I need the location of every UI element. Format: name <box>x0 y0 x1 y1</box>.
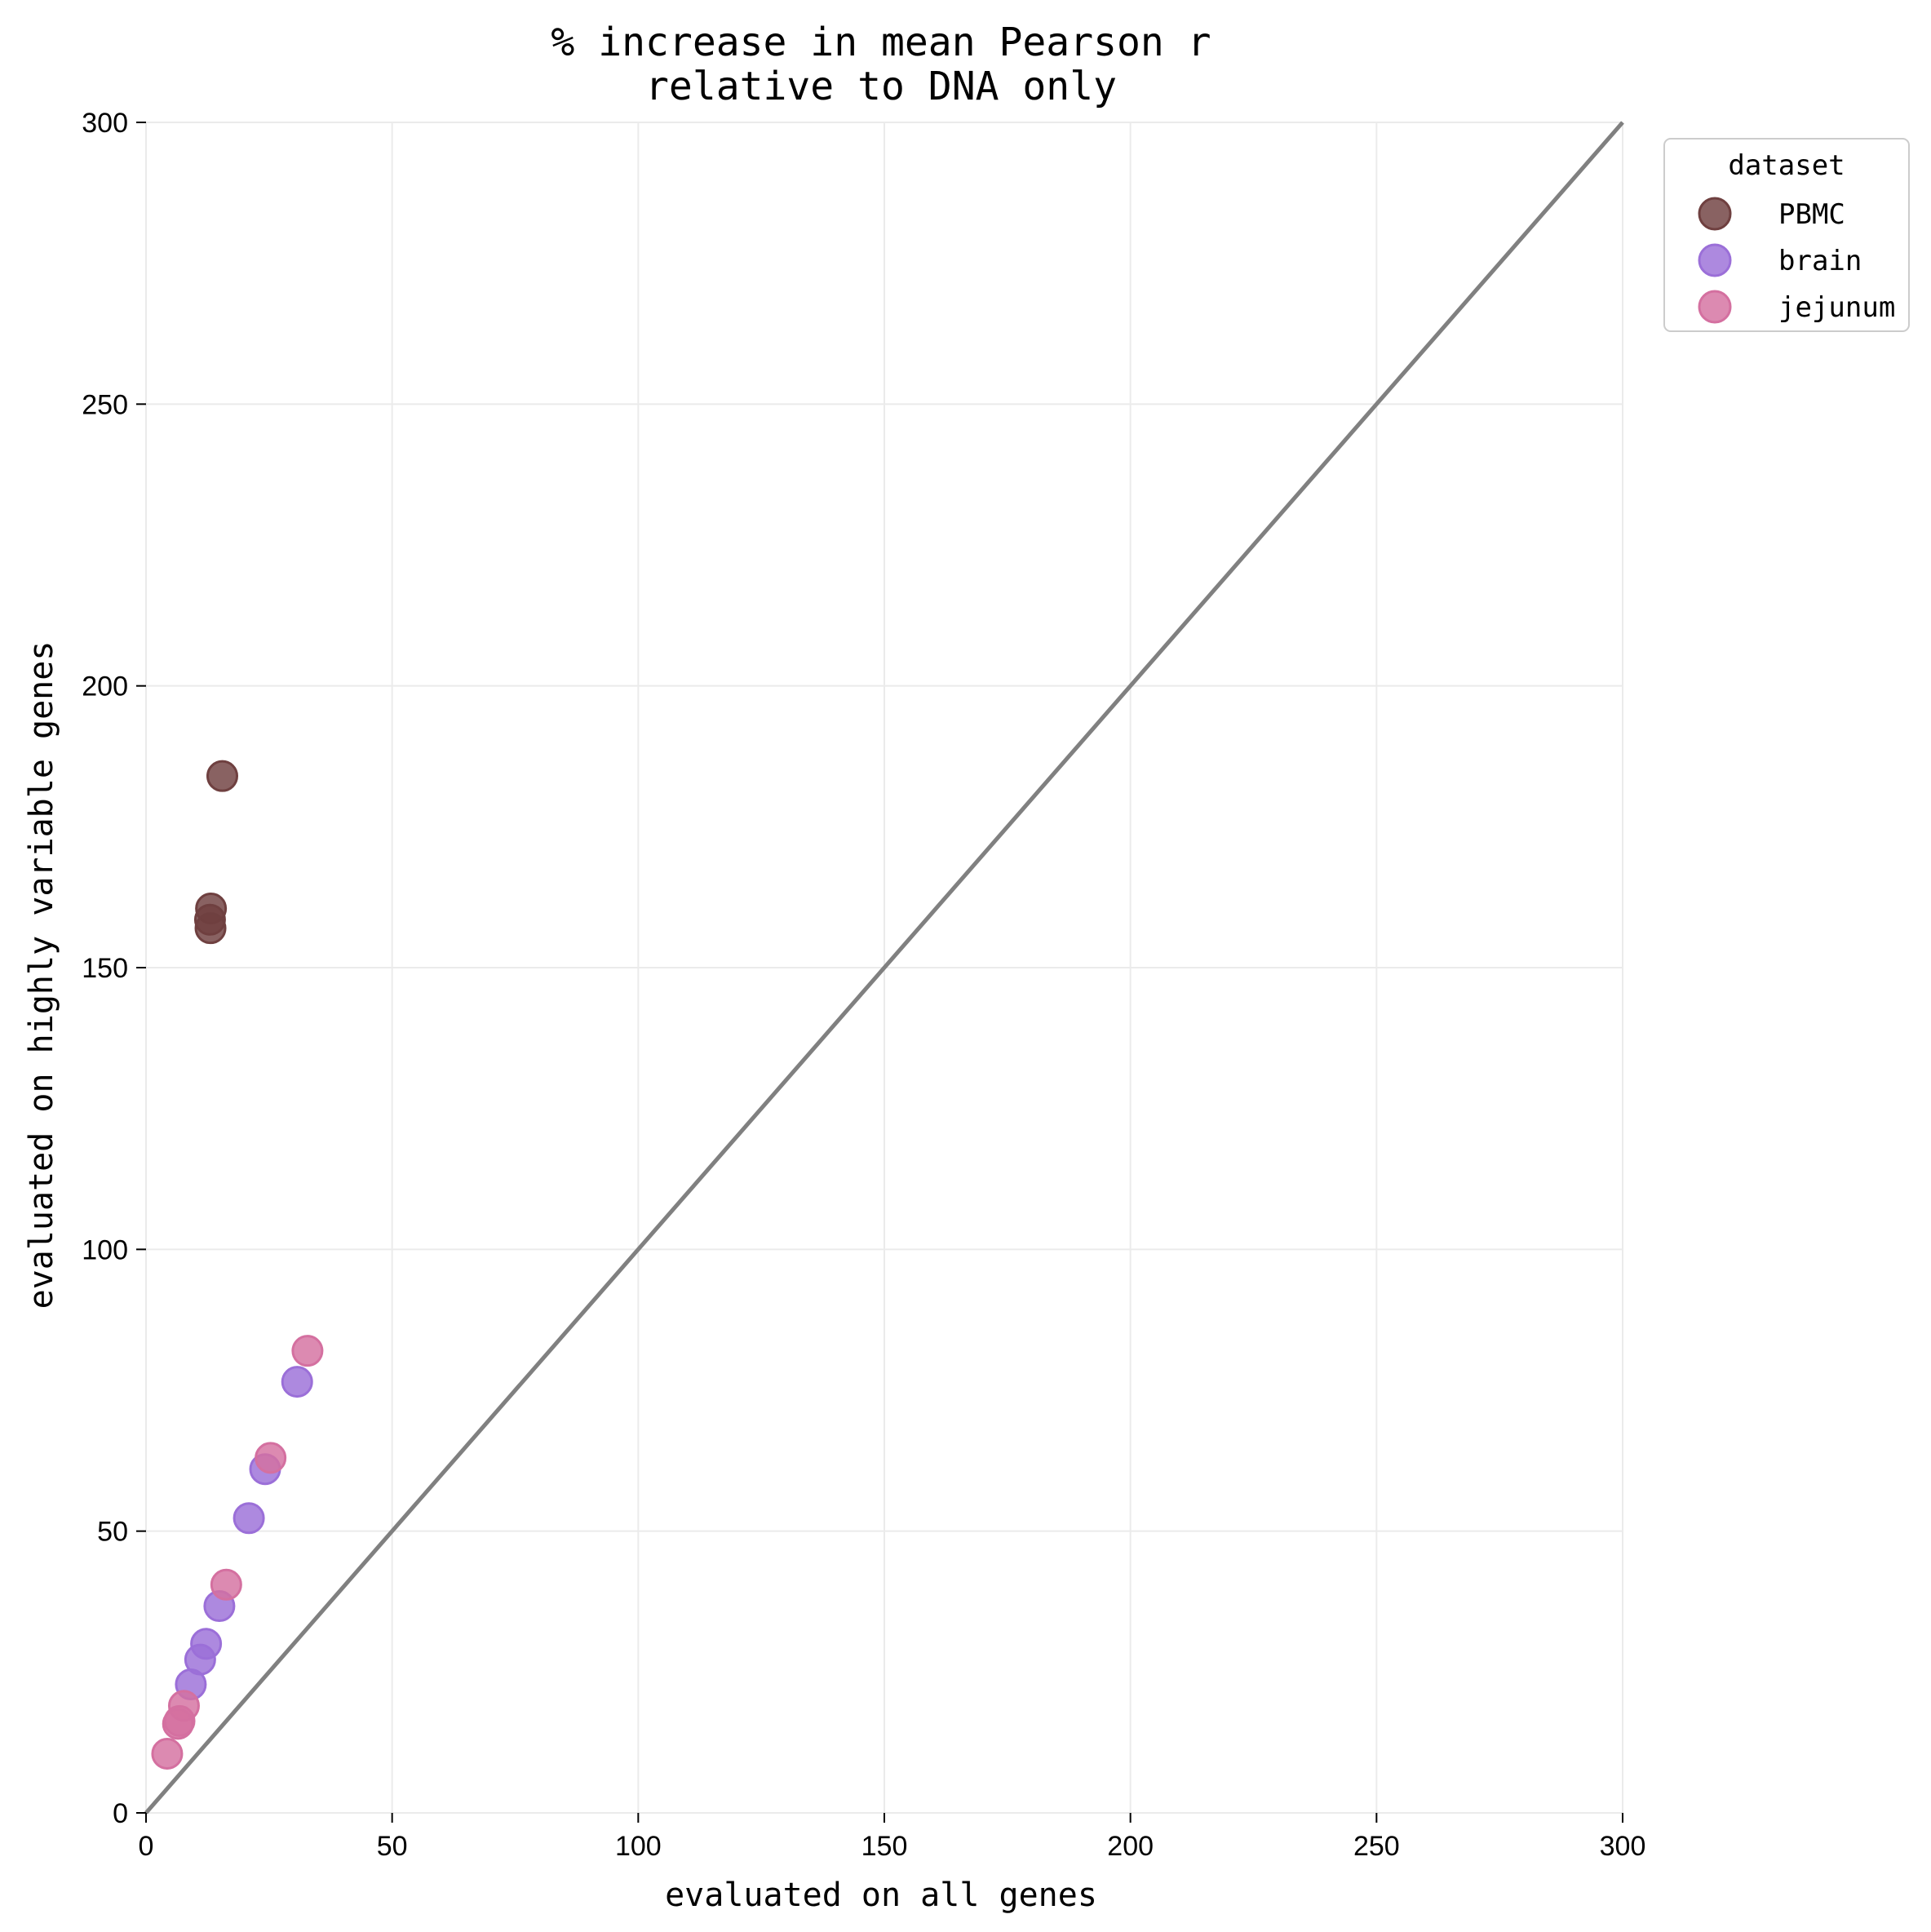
chart-title-line-2: relative to DNA only <box>645 64 1117 109</box>
reference-line-group <box>144 121 1624 1815</box>
data-point <box>233 1502 265 1535</box>
series-jejunum <box>151 1335 324 1770</box>
x-tick-label: 0 <box>139 1831 154 1862</box>
data-point <box>291 1335 324 1367</box>
data-point <box>194 912 227 945</box>
legend-label-pbmc: PBMC <box>1778 198 1845 231</box>
data-point <box>255 1442 287 1474</box>
chart-title-line-1: % increase in mean Pearson r <box>551 20 1211 65</box>
axis-ticks: 0 50 100 150 200 250 300 0 50 100 150 200 250 300 <box>82 108 1645 1862</box>
y-tick-label: 250 <box>82 389 128 420</box>
y-axis-label: evaluated on highly variable genes <box>23 641 60 1309</box>
x-tick-label: 200 <box>1107 1831 1154 1862</box>
y-tick-label: 200 <box>82 671 128 702</box>
x-tick-label: 50 <box>377 1831 408 1862</box>
x-tick-label: 150 <box>861 1831 908 1862</box>
y-tick-label: 50 <box>97 1517 128 1548</box>
x-tick-label: 250 <box>1353 1831 1400 1862</box>
data-point <box>206 760 239 792</box>
y-tick-label: 300 <box>82 108 128 139</box>
data-point <box>210 1568 242 1601</box>
data-point <box>281 1366 313 1398</box>
series-pbmc <box>193 760 239 945</box>
legend-marker-jejunum <box>1698 290 1732 324</box>
y-tick-label: 0 <box>113 1798 128 1829</box>
chart-title: % increase in mean Pearson r relative to… <box>551 20 1211 109</box>
identity-line <box>144 121 1624 1815</box>
y-tick-label: 150 <box>82 953 128 984</box>
legend-marker-pbmc <box>1698 197 1732 231</box>
legend-title: dataset <box>1728 149 1845 182</box>
x-tick-label: 100 <box>615 1831 662 1862</box>
legend-label-jejunum: jejunum <box>1778 291 1895 324</box>
x-axis-label: evaluated on all genes <box>665 1877 1097 1914</box>
legend: dataset PBMC brain jejunum <box>1663 138 1910 332</box>
legend-label-brain: brain <box>1778 245 1862 277</box>
data-point <box>162 1708 194 1740</box>
y-tick-label: 100 <box>82 1234 128 1265</box>
legend-frame <box>1663 138 1910 332</box>
legend-marker-brain <box>1698 243 1732 277</box>
data-point <box>151 1737 184 1770</box>
x-tick-label: 300 <box>1600 1831 1646 1862</box>
data-points <box>151 760 324 1770</box>
